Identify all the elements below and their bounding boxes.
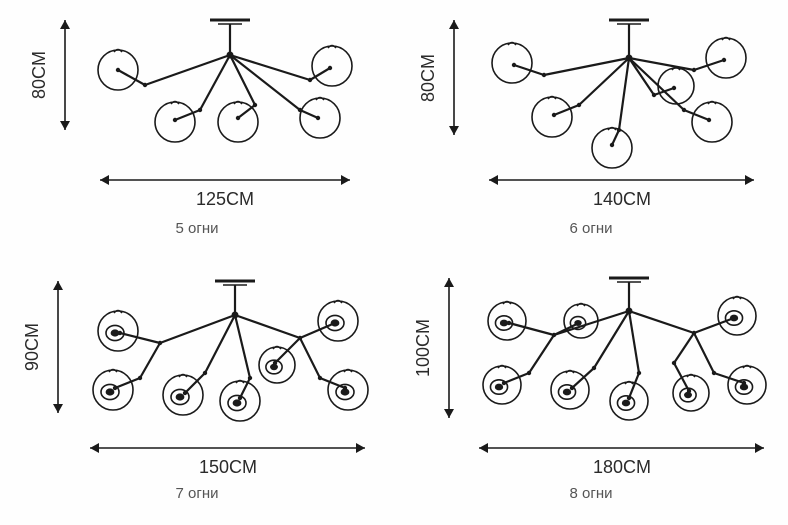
panel-caption: 7 огни — [0, 485, 394, 502]
width-label: 125CM — [196, 189, 254, 209]
height-label: 80CM — [29, 51, 49, 99]
panel-caption: 5 огни — [0, 220, 394, 237]
panel-caption: 6 огни — [394, 220, 788, 237]
panel-p7: 150CM 90CM 7 огни — [0, 263, 394, 525]
width-label: 150CM — [199, 457, 257, 477]
panel-p6: 140CM 80CM 6 огни — [394, 0, 788, 263]
diagram-grid: 125CM 80CM 5 огни 140CM 80CM 6 огни 150CM 90CM 7… — [0, 0, 788, 525]
height-label: 80CM — [418, 54, 438, 102]
panel-p5: 125CM 80CM 5 огни — [0, 0, 394, 263]
panel-caption: 8 огни — [394, 485, 788, 502]
height-label: 90CM — [22, 322, 42, 370]
height-label: 100CM — [413, 318, 433, 376]
panel-p8: 180CM 100CM 8 огни — [394, 263, 788, 525]
width-label: 140CM — [593, 189, 651, 209]
width-label: 180CM — [593, 457, 651, 477]
